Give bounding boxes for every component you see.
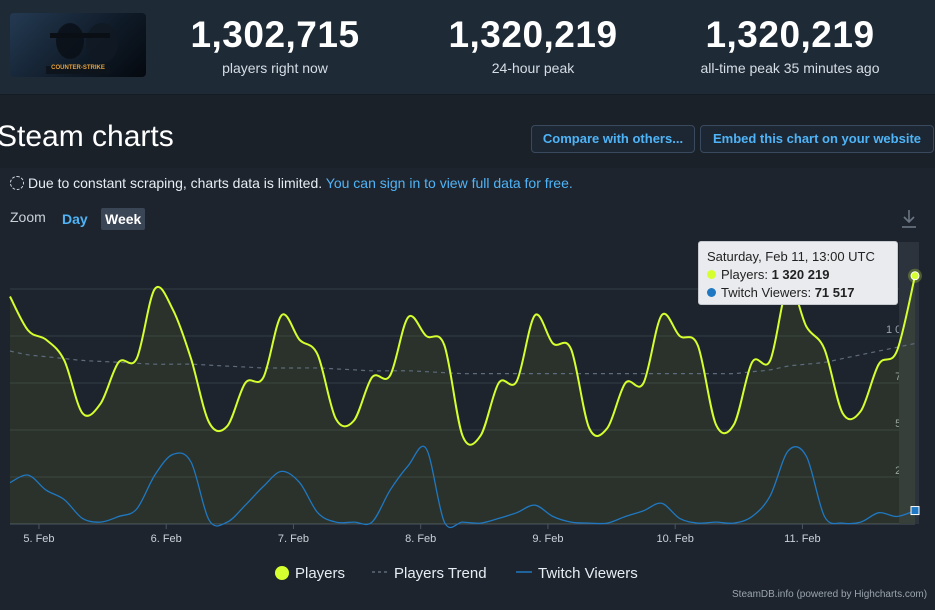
current-players-stat: 1,302,715 players right now — [175, 14, 375, 76]
zoom-day-button[interactable]: Day — [62, 211, 88, 227]
notice-text: Due to constant scraping, charts data is… — [28, 175, 323, 191]
x-tick-label: 10. Feb — [657, 533, 694, 545]
tooltip-twitch-value: 71 517 — [814, 285, 855, 300]
twitch-viewers-line — [9, 445, 916, 529]
embed-chart-button[interactable]: Embed this chart on your website — [700, 125, 934, 153]
game-logo-art — [46, 23, 118, 74]
tooltip-date: Saturday, Feb 11, 13:00 UTC — [707, 249, 875, 264]
tooltip-players-label: Players: — [721, 267, 768, 282]
game-logo-text: COUNTER-STRIKE — [51, 65, 105, 71]
players-area-fill — [10, 275, 915, 524]
all-time-peak-label: all-time peak 35 minutes ago — [700, 60, 880, 76]
tooltip-players-value: 1 320 219 — [771, 267, 830, 282]
twitch-dot-icon — [707, 288, 716, 297]
legend-trend[interactable]: Players Trend — [372, 565, 487, 582]
x-tick-label: 8. Feb — [405, 533, 436, 545]
download-icon[interactable] — [900, 208, 918, 235]
players-legend-icon — [275, 566, 289, 580]
chart-credits: SteamDB.info (powered by Highcharts.com) — [732, 589, 928, 600]
data-limit-notice: Due to constant scraping, charts data is… — [10, 175, 573, 191]
x-tick-label: 6. Feb — [151, 533, 182, 545]
zoom-label: Zoom — [10, 209, 46, 225]
hover-markers — [908, 268, 922, 516]
all-time-peak-value: 1,320,219 — [705, 14, 875, 55]
x-tick-label: 9. Feb — [532, 533, 563, 545]
twitch-legend-icon — [516, 571, 532, 573]
day-peak-label: 24-hour peak — [491, 60, 575, 76]
tooltip-players-row: Players: 1 320 219 — [707, 266, 889, 284]
x-tick-label: 5. Feb — [23, 533, 54, 545]
zoom-week-button[interactable]: Week — [101, 208, 146, 230]
hover-highlight — [899, 242, 919, 524]
current-players-value: 1,302,715 — [190, 14, 360, 55]
legend-players-label: Players — [295, 565, 346, 582]
legend-players[interactable]: Players — [275, 565, 345, 582]
x-tick-label: 7. Feb — [278, 533, 309, 545]
legend-twitch-label: Twitch Viewers — [538, 565, 638, 582]
chart-tooltip: Saturday, Feb 11, 13:00 UTC Players: 1 3… — [698, 241, 898, 305]
day-peak-value: 1,320,219 — [448, 14, 618, 55]
tooltip-twitch-row: Twitch Viewers: 71 517 — [707, 284, 889, 302]
legend-twitch[interactable]: Twitch Viewers — [516, 565, 638, 582]
twitch-marker — [910, 506, 920, 516]
players-dot-icon — [707, 270, 716, 279]
players-line — [9, 275, 916, 446]
day-peak-stat: 1,320,219 24-hour peak — [433, 14, 633, 76]
trend-legend-icon — [372, 571, 388, 573]
x-axis-labels: 5. Feb 6. Feb 7. Feb 8. Feb 9. Feb 10. Feb 11.… — [23, 524, 821, 545]
all-time-peak-stat: 1,320,219 all-time peak 35 minutes ago — [680, 14, 900, 76]
stats-bar: COUNTER-STRIKE 1,302,715 players right n… — [0, 0, 935, 95]
tooltip-twitch-label: Twitch Viewers: — [721, 285, 812, 300]
players-chart[interactable]: 5. Feb 6. Feb 7. Feb 8. Feb 9. Feb 10. Feb 11.… — [0, 168, 935, 610]
compare-button[interactable]: Compare with others... — [531, 125, 695, 153]
game-logo[interactable]: COUNTER-STRIKE — [10, 13, 146, 77]
dashed-circle-icon — [10, 176, 24, 190]
players-marker — [910, 271, 920, 281]
current-players-label: players right now — [222, 60, 328, 76]
x-tick-label: 11. Feb — [784, 533, 821, 545]
sign-in-link[interactable]: You can sign in to view full data for fr… — [325, 175, 573, 191]
page-title: Steam charts — [0, 120, 174, 153]
legend-trend-label: Players Trend — [394, 565, 487, 582]
